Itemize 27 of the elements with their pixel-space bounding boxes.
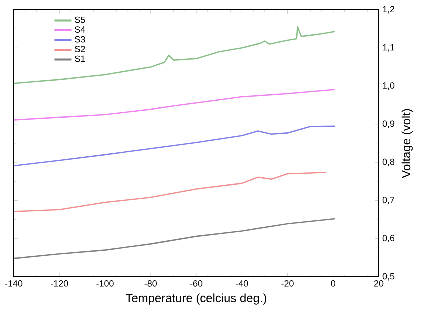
x-tick-label: -140 — [5, 280, 23, 287]
legend-label: S4 — [75, 26, 86, 33]
y-tick-label: 0,8 — [382, 158, 395, 166]
y-tick-label: 0,9 — [382, 120, 395, 128]
line-series — [14, 172, 328, 212]
y-tick-label: 1,0 — [383, 82, 395, 90]
legend-label: S5 — [75, 16, 86, 24]
legend-label: S3 — [75, 36, 86, 43]
legend-label: S1 — [75, 56, 86, 62]
x-tick-label: -60 — [190, 280, 203, 287]
x-tick-label: 0 — [331, 280, 336, 287]
legend-label: S2 — [75, 46, 86, 52]
y-tick-label: 0,6 — [382, 235, 395, 243]
line-series — [14, 26, 336, 84]
y-axis-title: Voltage (volt) — [402, 109, 413, 178]
x-tick-label: -120 — [51, 280, 68, 287]
y-tick-label: 1,1 — [383, 44, 395, 52]
line-series — [14, 126, 336, 167]
x-tick-label: 20 — [374, 280, 384, 287]
x-tick-label: -100 — [96, 280, 114, 287]
x-tick-label: -20 — [282, 280, 294, 287]
x-axis-title: Temperature (celcius deg.) — [126, 294, 266, 305]
x-tick-label: -80 — [144, 280, 158, 287]
x-tick-label: -40 — [236, 280, 248, 287]
y-tick-label: 0,7 — [382, 197, 395, 204]
y-tick-label: 1,2 — [383, 6, 395, 14]
y-tick-label: 0,5 — [382, 273, 395, 281]
